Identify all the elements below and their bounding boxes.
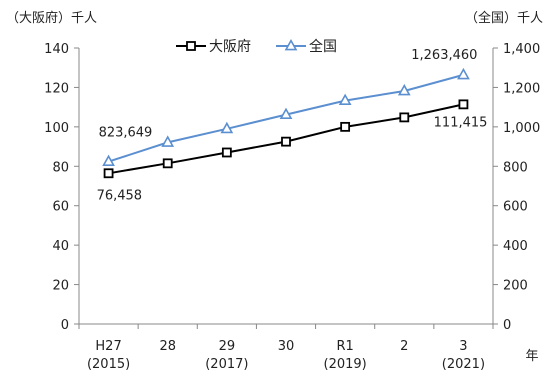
right-tick-label: 600 [503,200,528,215]
legend-marker-zenkoku [284,38,298,51]
data-label-zenkoku-first: 823,649 [99,126,153,141]
right-tick-label: 200 [503,279,528,294]
right-tick-label: 1,000 [503,121,540,136]
data-point-zenkoku [220,121,234,134]
left-tick-label: 80 [52,160,69,175]
x-tick-sublabel: (2019) [324,357,367,372]
left-axis-unit: （大阪府）千人 [6,11,97,26]
data-point-zenkoku [102,154,115,167]
left-tick-label: 120 [44,81,69,96]
x-tick-label: 2 [400,339,408,354]
x-tick-sublabel: (2017) [205,357,248,372]
right-tick-label: 1,400 [503,42,540,57]
right-tick-label: 800 [503,160,528,175]
data-point-osaka [281,136,291,147]
data-point-osaka [340,121,351,132]
x-tick-sublabel: (2021) [442,357,485,372]
data-point-zenkoku [338,93,352,106]
left-tick-label: 140 [44,42,69,57]
legend-label-osaka: 大阪府 [209,39,251,55]
data-label-osaka-first: 76,458 [97,188,143,203]
x-tick-label: 30 [278,339,295,354]
data-label-osaka-last: 111,415 [434,115,488,130]
right-tick-label: 1,200 [503,81,540,96]
x-axis-unit: 年 [525,349,538,364]
right-tick-label: 0 [503,318,511,333]
x-tick-label: 28 [159,339,176,354]
data-point-zenkoku [397,83,411,96]
data-point-osaka [458,99,469,110]
data-point-zenkoku [457,67,470,80]
legend-label-zenkoku: 全国 [309,38,337,55]
data-point-osaka [162,158,173,169]
left-tick-label: 60 [52,200,69,215]
left-tick-label: 100 [44,121,69,136]
data-label-zenkoku-last: 1,263,460 [411,48,477,63]
x-tick-label: 29 [219,339,236,354]
data-point-zenkoku [279,107,293,120]
x-tick-label: R1 [336,339,353,354]
right-tick-label: 400 [503,239,528,254]
right-axis-unit: （全国）千人 [465,10,543,26]
data-point-osaka [221,147,232,158]
x-tick-sublabel: (2015) [87,357,130,372]
left-tick-label: 40 [52,239,69,254]
left-tick-label: 20 [52,279,69,294]
x-tick-label: 3 [459,339,467,354]
left-tick-label: 0 [61,318,69,333]
data-point-osaka [103,168,114,179]
legend-marker-osaka [186,41,196,51]
data-point-osaka [399,112,410,123]
x-tick-label: H27 [95,339,121,354]
data-point-zenkoku [161,135,175,147]
